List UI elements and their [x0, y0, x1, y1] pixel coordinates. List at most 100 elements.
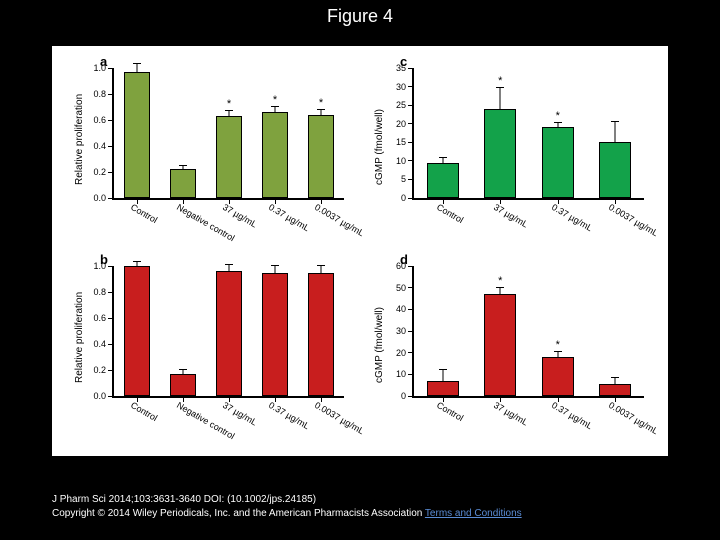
error-cap	[225, 110, 233, 111]
bar	[484, 109, 516, 198]
citation-line-1: J Pharm Sci 2014;103:3631-3640 DOI: (10.…	[52, 494, 316, 507]
ytick-label: 0.6	[93, 313, 114, 323]
error-cap	[317, 109, 325, 110]
bar	[308, 115, 333, 198]
plot-a: 0.00.20.40.60.81.0ControlNegative contro…	[112, 68, 344, 200]
bar	[124, 72, 149, 198]
bar	[216, 116, 241, 198]
error-bar	[500, 88, 501, 108]
ylabel-c: cGMP (fmol/well)	[374, 109, 385, 185]
ytick-label: 0.6	[93, 115, 114, 125]
ytick-label: 20	[396, 348, 414, 358]
error-bar	[557, 123, 558, 127]
error-bar	[321, 266, 322, 273]
error-bar	[557, 352, 558, 357]
ytick-label: 10	[396, 369, 414, 379]
bar	[170, 374, 195, 396]
ytick-label: 0	[401, 391, 414, 401]
ytick-label: 0.8	[93, 287, 114, 297]
bar	[170, 169, 195, 198]
bar	[599, 142, 631, 198]
error-cap	[133, 261, 141, 262]
error-cap	[317, 265, 325, 266]
significance-marker: *	[556, 110, 560, 122]
ytick-label: 0.2	[93, 365, 114, 375]
xtick-label: 0.0037 µg/mL	[607, 400, 660, 436]
ytick-label: 0.0	[93, 193, 114, 203]
bar	[484, 294, 516, 396]
ytick-label: 20	[396, 119, 414, 129]
bar	[308, 273, 333, 397]
significance-marker: *	[319, 97, 323, 109]
ytick-label: 1.0	[93, 63, 114, 73]
error-bar	[183, 370, 184, 374]
error-cap	[554, 122, 562, 123]
ytick-label: 30	[396, 326, 414, 336]
xtick-label: 0.37 µg/mL	[550, 202, 594, 233]
error-bar	[137, 262, 138, 266]
ytick-label: 0.2	[93, 167, 114, 177]
error-cap	[611, 121, 619, 122]
error-cap	[496, 287, 504, 288]
bar	[262, 273, 287, 397]
xtick-label: 0.0037 µg/mL	[607, 202, 660, 238]
error-cap	[179, 369, 187, 370]
ytick-label: 50	[396, 283, 414, 293]
xtick-label: 0.37 µg/mL	[267, 400, 311, 431]
ytick-label: 60	[396, 261, 414, 271]
bar	[542, 357, 574, 396]
xtick-label: 0.0037 µg/mL	[313, 202, 366, 238]
significance-marker: *	[273, 94, 277, 106]
error-cap	[225, 264, 233, 265]
ytick-label: 0	[401, 193, 414, 203]
bar	[216, 271, 241, 396]
bar	[427, 381, 459, 396]
bar	[427, 163, 459, 198]
error-bar	[442, 158, 443, 162]
error-bar	[321, 110, 322, 115]
ytick-label: 0.0	[93, 391, 114, 401]
error-cap	[439, 157, 447, 158]
plot-d: 0102030405060Control*37 µg/mL*0.37 µg/mL…	[412, 266, 644, 398]
xtick-label: 37 µg/mL	[492, 202, 530, 230]
ytick-label: 0.8	[93, 89, 114, 99]
error-bar	[229, 265, 230, 272]
error-cap	[439, 369, 447, 370]
ytick-label: 0.4	[93, 141, 114, 151]
error-bar	[615, 378, 616, 385]
terms-link[interactable]: Terms and Conditions	[425, 508, 522, 519]
significance-marker: *	[498, 275, 502, 287]
plot-c: 05101520253035Control*37 µg/mL*0.37 µg/m…	[412, 68, 644, 200]
xtick-label: 37 µg/mL	[221, 400, 259, 428]
ytick-label: 30	[396, 82, 414, 92]
figure-title: Figure 4	[0, 6, 720, 27]
ylabel-a: Relative proliferation	[74, 94, 85, 185]
error-cap	[133, 63, 141, 64]
error-cap	[554, 351, 562, 352]
xtick-label: 0.0037 µg/mL	[313, 400, 366, 436]
significance-marker: *	[556, 339, 560, 351]
xtick-label: 0.37 µg/mL	[550, 400, 594, 431]
bar	[599, 384, 631, 396]
xtick-label: 0.37 µg/mL	[267, 202, 311, 233]
ytick-label: 0.4	[93, 339, 114, 349]
ytick-label: 35	[396, 63, 414, 73]
error-bar	[500, 288, 501, 295]
error-bar	[615, 122, 616, 142]
ylabel-b: Relative proliferation	[74, 292, 85, 383]
xtick-label: Control	[129, 202, 159, 225]
xtick-label: Control	[435, 400, 465, 423]
copyright-text: Copyright © 2014 Wiley Periodicals, Inc.…	[52, 508, 425, 519]
ylabel-d: cGMP (fmol/well)	[374, 307, 385, 383]
error-cap	[179, 165, 187, 166]
error-bar	[137, 64, 138, 72]
figure-container: a0.00.20.40.60.81.0ControlNegative contr…	[52, 46, 668, 456]
ytick-label: 5	[401, 174, 414, 184]
ytick-label: 10	[396, 156, 414, 166]
xtick-label: Control	[435, 202, 465, 225]
ytick-label: 40	[396, 304, 414, 314]
ytick-label: 25	[396, 100, 414, 110]
significance-marker: *	[498, 75, 502, 87]
error-bar	[275, 266, 276, 273]
bar	[262, 112, 287, 198]
